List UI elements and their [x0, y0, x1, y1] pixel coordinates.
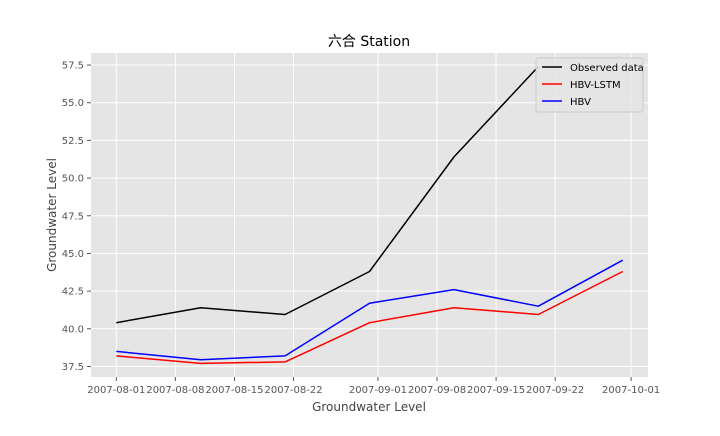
y-tick-label: 47.5 — [62, 211, 84, 222]
x-tick-label: 2007-09-15 — [467, 385, 525, 396]
y-tick-label: 50.0 — [62, 174, 84, 185]
legend-label: HBV-LSTM — [570, 80, 621, 91]
x-axis-label: Groundwater Level — [312, 400, 426, 414]
x-tick-label: 2007-08-22 — [264, 385, 322, 396]
y-tick-label: 45.0 — [62, 249, 84, 260]
legend: Observed data HBV-LSTM HBV — [535, 57, 644, 113]
x-tick-label: 2007-09-08 — [408, 385, 466, 396]
x-tick-label: 2007-09-01 — [349, 385, 407, 396]
x-tick-label: 2007-08-01 — [87, 385, 145, 396]
x-tick-label: 2007-09-22 — [526, 385, 584, 396]
y-tick-label: 52.5 — [62, 136, 84, 147]
y-axis-ticks: 37.5 40.0 42.5 45.0 47.5 50.0 52.5 55.0 57.5 — [62, 61, 91, 373]
y-axis-label: Groundwater Level — [45, 158, 59, 272]
chart-title: 六合 Station — [328, 34, 410, 50]
legend-label: Observed data — [570, 63, 644, 74]
series-line-hbv-lstm — [116, 270, 624, 365]
series-line-observed-data — [116, 66, 539, 324]
x-tick-label: 2007-08-15 — [205, 385, 263, 396]
x-axis-ticks: 2007-08-01 2007-08-08 2007-08-15 2007-08-22… — [87, 377, 660, 396]
y-tick-label: 42.5 — [62, 287, 84, 298]
legend-box — [535, 57, 644, 113]
x-tick-label: 2007-10-01 — [602, 385, 660, 396]
series-layer — [116, 66, 624, 365]
y-tick-label: 57.5 — [62, 61, 84, 72]
y-tick-label: 37.5 — [62, 362, 84, 373]
y-tick-label: 40.0 — [62, 324, 84, 335]
legend-label: HBV — [570, 97, 591, 108]
y-tick-label: 55.0 — [62, 98, 84, 109]
x-tick-label: 2007-08-08 — [146, 385, 204, 396]
series-line-hbv — [116, 259, 624, 361]
